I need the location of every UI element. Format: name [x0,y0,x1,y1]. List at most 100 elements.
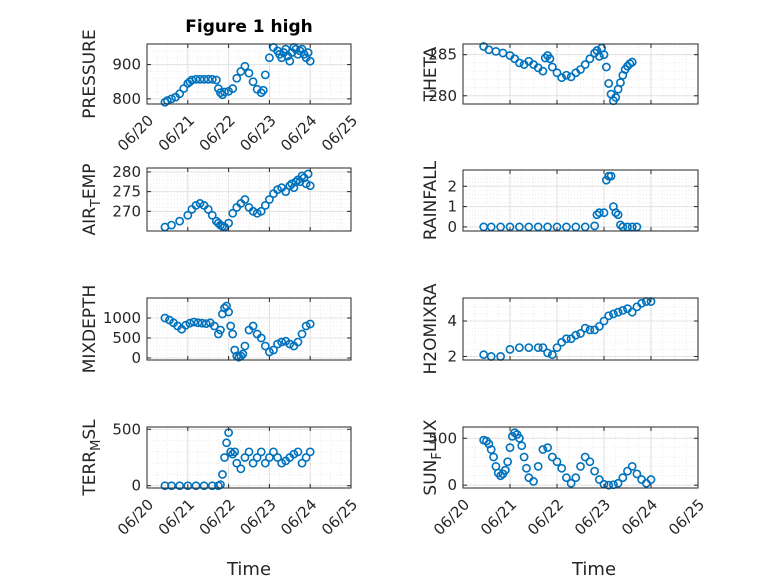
data-series [160,301,315,362]
data-point [552,457,562,467]
data-point [616,78,625,88]
data-point [557,73,567,83]
data-point [207,481,217,491]
x-axis-label: Time [571,559,616,580]
data-point [293,337,303,347]
data-point [226,447,236,457]
x-tick-label: 06/20 [114,496,157,539]
data-point [160,313,170,323]
data-point [627,462,637,471]
axes-frame [462,426,699,489]
data-point [562,70,571,80]
data-point [240,341,250,351]
data-point [301,453,311,462]
axes-frame [146,167,352,232]
x-tick-label: 06/23 [571,496,614,539]
x-tick-label: 06/21 [155,112,198,155]
data-point [305,447,315,457]
data-point [510,428,520,438]
data-point [240,61,250,71]
x-tick-label: 06/21 [477,496,520,539]
axes-frame [146,426,352,489]
data-point [540,53,550,63]
x-axis-label: Time [226,559,271,580]
y-tick-label: 0 [447,476,457,494]
data-point [599,208,609,218]
data-point [193,318,203,328]
data-point [604,79,614,88]
data-point [580,323,590,333]
x-tick-label: 06/22 [524,496,567,539]
data-point [297,329,307,339]
data-point [277,337,287,347]
data-point [256,88,266,98]
data-point [260,458,270,468]
data-point [547,452,557,462]
data-point [240,195,250,204]
data-point [618,305,628,315]
data-series [479,428,656,490]
data-point [167,94,176,104]
panel-rainfall: 0 1 2 RAINFALL [421,160,699,240]
y-tick-label: 2 [447,177,457,195]
data-point [576,462,585,471]
y-tick-label: 0 [131,349,141,367]
data-point [594,321,604,331]
y-axis-label: MIXDEPTH [80,285,100,374]
data-point [486,445,496,454]
data-point [552,68,562,78]
data-point [260,341,270,351]
data-point [585,457,595,467]
data-point [590,466,599,476]
data-point [594,208,604,218]
data-point [244,447,254,457]
data-point [209,321,219,331]
data-point [195,74,205,84]
data-point [199,74,209,84]
data-point [618,473,628,483]
data-point [189,317,199,327]
data-point [533,462,543,471]
x-tick-label: 06/23 [236,112,279,155]
y-tick-label: 1 [447,198,457,216]
data-point [285,56,295,66]
data-point [220,453,229,462]
y-tick-label: 1000 [103,309,141,327]
y-tick-label: 500 [112,420,141,438]
data-point [291,177,301,187]
data-point [228,84,238,93]
data-point [216,88,225,98]
data-point [175,216,185,226]
panel-h2omixra: 2 4 H2OMIXRA [421,283,699,375]
y-tick-label: 500 [112,329,141,347]
x-tick-label: 06/24 [277,112,320,155]
x-tick-label: 06/24 [618,496,661,539]
data-point [191,74,201,84]
data-point [222,438,231,448]
y-tick-label: 900 [112,56,141,74]
data-series [160,169,315,232]
y-tick-label: 285 [428,46,457,64]
grid [462,427,699,488]
data-point [167,481,176,491]
y-axis-label: H2OMIXRA [421,283,441,374]
grid [462,170,699,231]
data-point [489,452,498,462]
data-point [303,169,313,179]
x-tick-label: 06/20 [430,496,473,539]
data-point [505,443,515,453]
y-tick-label: 0 [447,218,457,236]
y-tick-label: 800 [112,90,141,108]
data-point [604,480,614,490]
data-point [207,74,217,84]
data-point [515,58,524,68]
data-point [207,210,217,220]
data-point [226,321,236,331]
data-point [594,51,604,61]
data-point [203,204,213,214]
y-tick-label: 275 [112,183,141,201]
data-point [594,475,604,484]
axes-frame [146,43,352,105]
data-point [611,93,621,102]
